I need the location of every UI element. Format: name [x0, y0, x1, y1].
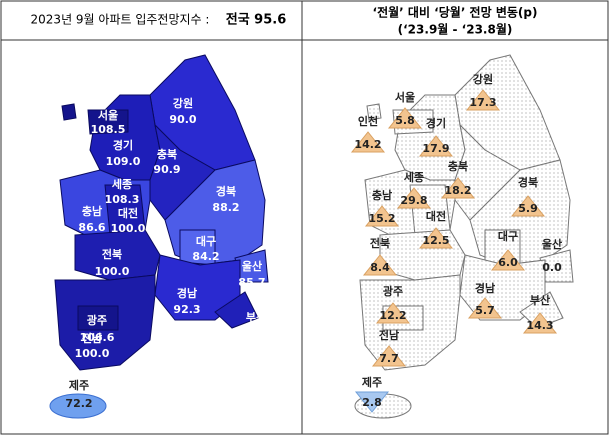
- right-title: ‘전월’ 대비 ‘당월’ 전망 변동(p): [373, 5, 538, 20]
- region-value: 7.7: [379, 352, 399, 365]
- region-busan: [519, 291, 564, 329]
- region-value: 100.0: [239, 325, 274, 338]
- increase-triangle: [387, 107, 423, 129]
- region-value: 0.0: [542, 261, 562, 274]
- region-value: 5.9: [518, 202, 538, 215]
- region-value: 100.0: [75, 347, 110, 360]
- increase-triangle: [418, 135, 454, 157]
- region-value: 72.2: [65, 397, 92, 410]
- region-incheon: [61, 103, 77, 121]
- region-value: 106.6: [80, 331, 115, 344]
- increase-triangle: [371, 345, 407, 367]
- region-name: 경북: [216, 184, 236, 198]
- region-value: 109.0: [106, 155, 141, 168]
- region-name: 전북: [102, 247, 122, 261]
- region-value: 5.7: [475, 304, 495, 317]
- left-title: 2023년 9월 아파트 입주전망지수 :: [31, 13, 210, 27]
- region-name: 전북: [370, 236, 390, 250]
- region-name: 서울: [98, 108, 118, 122]
- region-name: 세종: [112, 177, 132, 191]
- region-value: 85.7: [238, 276, 265, 289]
- increase-triangle: [467, 297, 503, 319]
- region-incheon: [366, 103, 382, 121]
- region-name: 부산: [530, 293, 550, 307]
- region-gwangju: [77, 305, 119, 331]
- region-name: 경북: [518, 175, 538, 189]
- region-value: 14.2: [354, 138, 381, 151]
- region-value: 15.2: [368, 212, 395, 225]
- increase-triangle: [364, 205, 400, 227]
- region-value: 17.9: [422, 142, 449, 155]
- region-value: 8.4: [370, 261, 390, 274]
- region-value: 2.8: [362, 396, 382, 409]
- left-national: 전국 95.6: [226, 12, 287, 28]
- region-name: 충북: [448, 159, 468, 173]
- region-value: 108.5: [91, 123, 126, 136]
- region-value: 90.9: [153, 163, 180, 176]
- region-name: 대전: [426, 209, 446, 223]
- region-value: 18.2: [444, 184, 471, 197]
- region-value: 29.8: [400, 194, 427, 207]
- region-name: 부산: [246, 310, 266, 324]
- region-value: 92.3: [173, 303, 200, 316]
- region-value: 6.0: [498, 256, 518, 269]
- region-name: 충북: [157, 147, 177, 161]
- increase-triangle: [465, 89, 501, 111]
- increase-triangle: [440, 177, 476, 199]
- region-name: 경기: [113, 138, 133, 152]
- region-value: 100.0: [95, 265, 130, 278]
- increase-triangle: [375, 302, 411, 324]
- region-name: 강원: [173, 96, 193, 110]
- region-seoul: [87, 109, 129, 135]
- increase-triangle: [350, 131, 386, 153]
- region-value: 100.0: [111, 222, 146, 235]
- region-value: 86.6: [78, 221, 105, 234]
- region-busan: [214, 291, 259, 329]
- region-name: 울산: [242, 259, 262, 273]
- region-name: 인천: [65, 135, 85, 149]
- increase-triangle: [490, 249, 526, 271]
- increase-triangle: [396, 187, 432, 209]
- region-name: 전남: [82, 331, 102, 345]
- region-value: 108.3: [105, 193, 140, 206]
- region-name: 대전: [118, 206, 138, 220]
- region-name: 세종: [404, 170, 424, 184]
- region-name: 충남: [82, 204, 102, 218]
- region-value: 5.8: [395, 114, 415, 127]
- region-name: 경기: [426, 116, 446, 130]
- region-name: 충남: [372, 188, 392, 202]
- decrease-triangle: [354, 391, 390, 413]
- increase-triangle: [362, 254, 398, 276]
- region-name: 광주: [87, 314, 107, 327]
- region-name: 전남: [379, 328, 399, 342]
- region-value: 12.2: [379, 309, 406, 322]
- region-name: 경남: [475, 281, 495, 295]
- increase-triangle: [522, 312, 558, 334]
- region-value: 103.8: [58, 151, 93, 164]
- region-value: 12.5: [422, 234, 449, 247]
- left-map: [49, 54, 269, 419]
- right-subtitle: (‘23.9월 - ‘23.8월): [398, 22, 513, 37]
- region-name: 경남: [177, 286, 197, 300]
- region-value: 84.2: [192, 250, 219, 263]
- region-jeju: [49, 393, 107, 419]
- region-value: 90.0: [169, 113, 196, 126]
- region-value: 14.3: [526, 319, 553, 332]
- region-name: 대구: [196, 234, 216, 248]
- increase-triangle: [510, 195, 546, 217]
- region-value: 17.3: [469, 96, 496, 109]
- region-name: 제주: [69, 378, 89, 392]
- region-name: 제주: [362, 375, 382, 389]
- region-name: 인천: [358, 114, 378, 128]
- region-name: 광주: [383, 285, 403, 298]
- increase-triangle: [418, 227, 454, 249]
- region-name: 대구: [498, 229, 518, 243]
- region-name: 서울: [395, 90, 415, 104]
- region-name: 강원: [473, 72, 493, 86]
- region-name: 울산: [542, 237, 562, 251]
- region-value: 88.2: [212, 201, 239, 214]
